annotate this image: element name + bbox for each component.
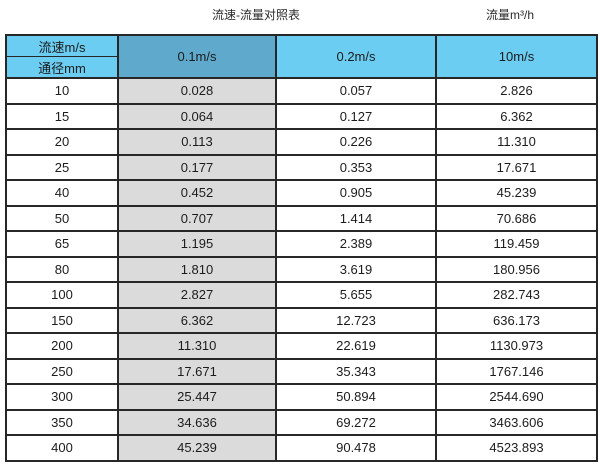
table-row: 150 6.362 12.723 636.173 — [5, 306, 598, 334]
flow-unit-title: 流量m³/h — [486, 8, 535, 22]
flow-value-cell: 0.177 — [117, 153, 277, 181]
table-row: 20 0.113 0.226 11.310 — [5, 128, 598, 156]
flow-value-cell: 6.362 — [435, 102, 598, 130]
table-row: 200 11.310 22.619 1130.973 — [5, 332, 598, 360]
table-row: 15 0.064 0.127 6.362 — [5, 102, 598, 130]
table-row: 80 1.810 3.619 180.956 — [5, 255, 598, 283]
flow-value-cell: 50.894 — [275, 383, 437, 411]
table-row: 400 45.239 90.478 4523.893 — [5, 434, 598, 462]
flow-value-cell: 2.389 — [275, 230, 437, 258]
diameter-cell: 80 — [5, 255, 119, 283]
flow-value-cell: 45.239 — [435, 179, 598, 207]
flow-value-cell: 282.743 — [435, 281, 598, 309]
flow-value-cell: 69.272 — [275, 408, 437, 436]
titlebar: 流速-流量对照表 流量m³/h — [0, 0, 600, 34]
flow-value-cell: 1.810 — [117, 255, 277, 283]
diameter-cell: 200 — [5, 332, 119, 360]
flow-value-cell: 90.478 — [275, 434, 437, 462]
diameter-cell: 150 — [5, 306, 119, 334]
flow-value-cell: 12.723 — [275, 306, 437, 334]
diameter-cell: 50 — [5, 204, 119, 232]
table-row: 300 25.447 50.894 2544.690 — [5, 383, 598, 411]
flow-value-cell: 180.956 — [435, 255, 598, 283]
diameter-cell: 100 — [5, 281, 119, 309]
flow-value-cell: 2.827 — [117, 281, 277, 309]
diameter-cell: 350 — [5, 408, 119, 436]
flow-value-cell: 3.619 — [275, 255, 437, 283]
flow-value-cell: 17.671 — [117, 357, 277, 385]
flow-value-cell: 22.619 — [275, 332, 437, 360]
flow-value-cell: 11.310 — [117, 332, 277, 360]
flow-rate-table: 流速m/s 0.1m/s 0.2m/s 10m/s 通径mm 10 0.028 0.… — [5, 34, 598, 462]
table-row: 10 0.028 0.057 2.826 — [5, 77, 598, 105]
diameter-cell: 65 — [5, 230, 119, 258]
diameter-cell: 20 — [5, 128, 119, 156]
flow-value-cell: 4523.893 — [435, 434, 598, 462]
table-row: 65 1.195 2.389 119.459 — [5, 230, 598, 258]
diameter-cell: 250 — [5, 357, 119, 385]
flow-value-cell: 0.226 — [275, 128, 437, 156]
diameter-cell: 10 — [5, 77, 119, 105]
diameter-cell: 400 — [5, 434, 119, 462]
flow-value-cell: 11.310 — [435, 128, 598, 156]
flow-value-cell: 636.173 — [435, 306, 598, 334]
flow-value-cell: 5.655 — [275, 281, 437, 309]
diameter-cell: 15 — [5, 102, 119, 130]
flow-value-cell: 0.028 — [117, 77, 277, 105]
flow-value-cell: 0.057 — [275, 77, 437, 105]
flow-value-cell: 0.127 — [275, 102, 437, 130]
flow-value-cell: 0.064 — [117, 102, 277, 130]
flow-value-cell: 70.686 — [435, 204, 598, 232]
flow-value-cell: 0.353 — [275, 153, 437, 181]
table-row: 25 0.177 0.353 17.671 — [5, 153, 598, 181]
flow-value-cell: 0.113 — [117, 128, 277, 156]
table-header: 流速m/s 0.1m/s 0.2m/s 10m/s 通径mm — [5, 34, 598, 79]
diameter-cell: 300 — [5, 383, 119, 411]
column-header-0-2ms: 0.2m/s — [275, 34, 437, 79]
table-row: 350 34.636 69.272 3463.606 — [5, 408, 598, 436]
flow-value-cell: 1.195 — [117, 230, 277, 258]
flow-value-cell: 45.239 — [117, 434, 277, 462]
flow-value-cell: 34.636 — [117, 408, 277, 436]
flow-value-cell: 1767.146 — [435, 357, 598, 385]
table-title: 流速-流量对照表 — [212, 8, 300, 22]
flow-value-cell: 1130.973 — [435, 332, 598, 360]
column-header-10ms: 10m/s — [435, 34, 598, 79]
table-row: 40 0.452 0.905 45.239 — [5, 179, 598, 207]
column-header-0-1ms: 0.1m/s — [117, 34, 277, 79]
flow-value-cell: 1.414 — [275, 204, 437, 232]
flow-value-cell: 2544.690 — [435, 383, 598, 411]
flow-value-cell: 119.459 — [435, 230, 598, 258]
table-row: 250 17.671 35.343 1767.146 — [5, 357, 598, 385]
header-row-top: 流速m/s 0.1m/s 0.2m/s 10m/s — [5, 34, 598, 79]
flow-value-cell: 3463.606 — [435, 408, 598, 436]
table-row: 50 0.707 1.414 70.686 — [5, 204, 598, 232]
table-body: 10 0.028 0.057 2.826 15 0.064 0.127 6.362 20 0.11… — [5, 77, 598, 462]
flow-value-cell: 17.671 — [435, 153, 598, 181]
flow-value-cell: 0.452 — [117, 179, 277, 207]
flow-value-cell: 0.707 — [117, 204, 277, 232]
flow-value-cell: 35.343 — [275, 357, 437, 385]
corner-diameter-label: 通径mm — [5, 56, 119, 79]
flow-value-cell: 25.447 — [117, 383, 277, 411]
diameter-cell: 25 — [5, 153, 119, 181]
table-row: 100 2.827 5.655 282.743 — [5, 281, 598, 309]
flow-value-cell: 0.905 — [275, 179, 437, 207]
diameter-cell: 40 — [5, 179, 119, 207]
flow-value-cell: 6.362 — [117, 306, 277, 334]
corner-velocity-label: 流速m/s — [5, 34, 119, 57]
flow-value-cell: 2.826 — [435, 77, 598, 105]
